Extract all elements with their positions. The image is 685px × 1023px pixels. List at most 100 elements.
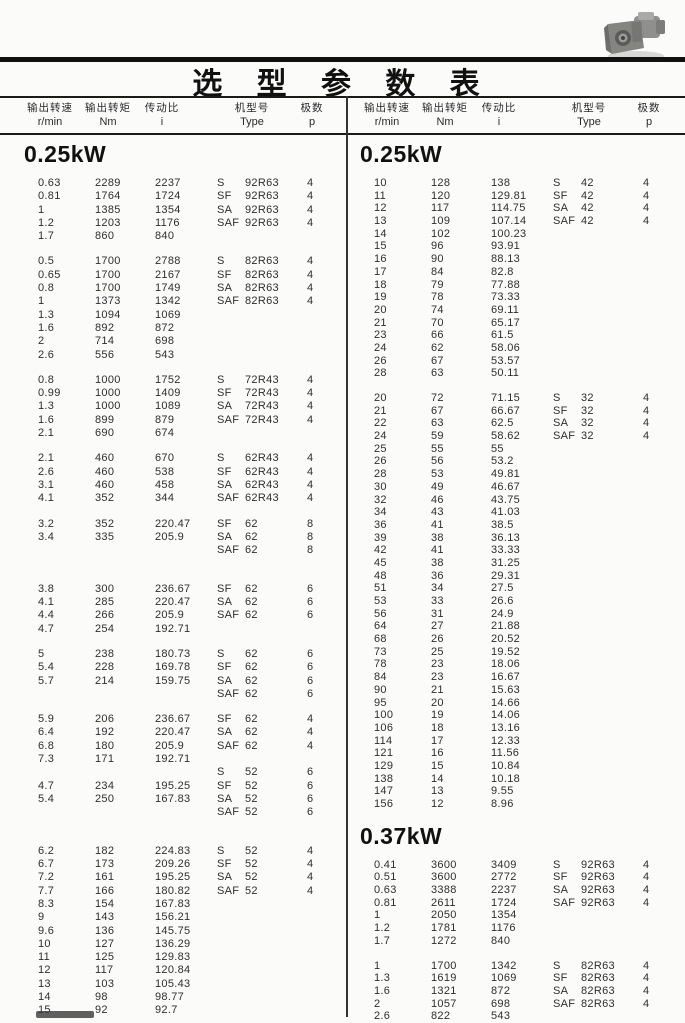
- poles-value: [643, 279, 673, 292]
- table-row: 39 38 36.13: [356, 532, 685, 545]
- ratio-value: 220.47: [155, 596, 191, 609]
- poles-value: [307, 309, 337, 322]
- output-speed-value: 5: [38, 647, 45, 660]
- table-row: 121 16 11.56: [356, 747, 685, 760]
- output-speed-value: 16: [374, 253, 387, 266]
- output-speed-value: 53: [374, 595, 387, 607]
- output-speed-value: 24: [374, 341, 387, 354]
- type-model: [581, 735, 643, 748]
- ratio-value: 1724: [491, 896, 517, 909]
- poles-value: [643, 658, 673, 671]
- output-speed-value: 34: [374, 506, 387, 519]
- type-prefix: [553, 253, 581, 266]
- type-prefix: SAF: [217, 687, 240, 700]
- output-speed-value: 36: [374, 518, 387, 531]
- type-prefix: SF: [217, 517, 232, 530]
- table-row: 2.6 822 543: [356, 1010, 685, 1023]
- ratio-value: 236.67: [155, 582, 191, 595]
- output-speed-value: 0.81: [38, 190, 61, 203]
- table-row: 1.7 860 840: [20, 230, 350, 243]
- type-model: [581, 304, 643, 317]
- table-row: 78 23 18.06: [356, 658, 685, 671]
- output-torque-value: 166: [95, 884, 115, 897]
- poles-value: [643, 747, 673, 760]
- output-speed-value: 11: [374, 189, 387, 202]
- poles-value: [643, 785, 673, 798]
- table-row: 10 127 136.29: [20, 938, 350, 951]
- type-prefix: SF: [553, 404, 568, 417]
- table-row: 0.8 1000 1752 S 72R43 4: [20, 374, 350, 387]
- ratio-value: 872: [491, 984, 511, 997]
- poles-value: [643, 671, 673, 684]
- type-model: 72R43: [245, 373, 279, 386]
- output-torque-value: 31: [431, 607, 444, 620]
- table-row: 10 128 138 S 42 4: [356, 177, 685, 190]
- type-prefix: SA: [553, 884, 569, 897]
- output-speed-value: 26: [374, 455, 387, 468]
- poles-value: [643, 355, 673, 368]
- poles-value: [307, 623, 337, 636]
- output-torque-value: 128: [431, 177, 451, 189]
- type-prefix: [553, 798, 581, 811]
- type-prefix: SAF: [217, 492, 240, 505]
- ratio-value: 14.66: [491, 696, 521, 709]
- output-torque-value: 79: [431, 278, 444, 291]
- output-speed-value: 1.6: [374, 984, 391, 997]
- type-prefix: [217, 322, 245, 335]
- type-model: 62: [245, 739, 258, 752]
- poles-value: [643, 582, 673, 595]
- output-torque-value: 180: [95, 739, 115, 752]
- output-speed-value: [38, 688, 95, 701]
- table-group: 3.2 352 220.47 SF 62 8 3.4 335 205.9 SA 62 8 SAF 62 8: [20, 518, 350, 571]
- ratio-value: 9.55: [491, 785, 514, 798]
- ratio-value: 19.52: [491, 645, 521, 658]
- output-torque-value: [95, 806, 155, 819]
- type-model: 92R63: [581, 884, 615, 897]
- ratio-value: 49.81: [491, 468, 521, 481]
- type-model: [245, 349, 307, 362]
- output-speed-value: 2: [38, 335, 45, 348]
- gearmotor-photo: [596, 8, 670, 62]
- ratio-value: 2237: [155, 177, 181, 189]
- table-row: 1 2050 1354: [356, 909, 685, 922]
- output-torque-value: 55: [431, 442, 444, 455]
- header-underline: [0, 133, 685, 135]
- output-speed-value: 0.63: [38, 177, 61, 189]
- col-type-label: 机型号: [234, 102, 270, 114]
- table-group: 5 238 180.73 S 62 6 5.4 228 169.78 SF 62 6 5.7 214 159…: [20, 648, 350, 701]
- table-row: 6.8 180 205.9 SAF 62 4: [20, 740, 350, 753]
- ratio-value: 62.5: [491, 417, 514, 430]
- output-torque-value: 1700: [95, 255, 121, 268]
- poles-value: 4: [643, 896, 650, 909]
- output-torque-value: 1619: [431, 972, 457, 985]
- output-torque-value: 690: [95, 427, 115, 440]
- output-torque-value: 182: [95, 844, 115, 857]
- output-torque-value: 92: [95, 1004, 108, 1017]
- output-speed-value: 106: [374, 721, 394, 734]
- type-prefix: [553, 608, 581, 621]
- type-model: [245, 753, 307, 766]
- section-title-0.37kw: 0.37kW: [360, 822, 443, 849]
- type-prefix: [553, 266, 581, 279]
- poles-value: 6: [307, 806, 314, 819]
- col-type-unit: Type: [240, 116, 264, 128]
- ratio-value: 1724: [155, 190, 181, 203]
- type-prefix: [553, 760, 581, 773]
- output-torque-value: 26: [431, 633, 444, 646]
- poles-value: [307, 978, 337, 991]
- type-model: 52: [245, 871, 258, 884]
- poles-value: 4: [307, 478, 314, 491]
- ratio-value: 98.77: [155, 991, 185, 1004]
- col-poles-unit: p: [645, 116, 653, 128]
- ratio-value: 2772: [491, 871, 517, 884]
- output-speed-value: 114: [374, 734, 393, 747]
- type-model: [581, 240, 643, 253]
- type-prefix: [553, 367, 581, 380]
- output-torque-value: 3600: [431, 858, 457, 871]
- poles-value: [643, 684, 673, 697]
- table-row: 0.51 3600 2772 SF 92R63 4: [356, 871, 685, 884]
- ratio-value: 195.25: [155, 871, 191, 884]
- type-model: [581, 443, 643, 456]
- table-row: 4.4 266 205.9 SAF 62 6: [20, 609, 350, 622]
- poles-value: 4: [643, 959, 650, 972]
